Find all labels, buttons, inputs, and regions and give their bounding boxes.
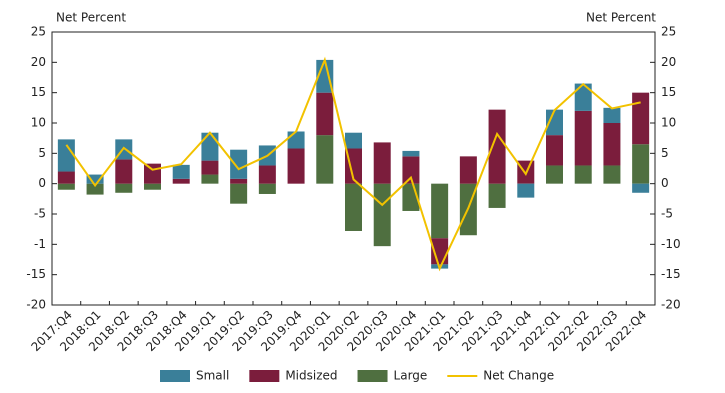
y2-tick-label: 5 [661,146,669,160]
legend-label: Net Change [483,369,554,383]
bar-segment [603,123,621,166]
bar-segment [488,183,506,208]
bar-segment [517,183,535,198]
legend-swatch [357,370,388,382]
bar-segment [402,150,420,157]
y2-tick-label: -15 [661,267,681,281]
y2-tick-label: -20 [661,298,681,312]
bar-segment [459,156,477,184]
bar-segment [258,183,276,194]
legend-swatch [249,370,280,382]
bar-segment [57,171,75,184]
bar-segment [201,174,219,184]
y2-tick-label: 15 [661,85,676,99]
bar-segment [373,142,391,184]
legend-label: Small [196,369,229,383]
y2-tick-label: 25 [661,25,676,39]
bar-segment [603,107,621,123]
y-axis-title: Net Percent [56,11,126,25]
legend-swatch [160,370,190,382]
y-tick-label: 20 [31,55,46,69]
bar-segment [57,139,75,172]
bar-segment [86,174,104,184]
bar-segment [115,183,133,193]
bar-segment [373,183,391,247]
y-tick-label: 25 [31,25,46,39]
y-tick-label: -1 [34,237,46,251]
bar-segment [488,109,506,184]
y-tick-label: -20 [26,298,46,312]
bar-segment [546,109,563,136]
y-tick-label: 15 [31,85,46,99]
bar-segment [57,183,75,190]
bar-segment [201,160,219,175]
bar-segment [431,183,449,239]
legend-label: Midsized [285,369,337,383]
bar-segment [172,178,190,184]
y-tick-label: -15 [26,267,46,281]
y-tick-label: 5 [38,146,46,160]
y2-tick-label: 0 [661,176,669,190]
bar-segment [316,92,334,136]
bar-segment [230,183,248,204]
y2-tick-label: -10 [661,237,681,251]
bar-segment [230,178,248,184]
legend-label: Large [394,369,428,383]
bar-segment [258,165,276,184]
bar-segment [574,165,592,184]
y-tick-label: 0 [38,176,46,190]
bar-segment [574,110,592,166]
bar-segment [632,92,650,145]
y2-tick-label: 10 [661,116,676,130]
y-tick-label: -5 [34,207,46,221]
y-tick-label: 10 [31,116,46,130]
bar-segment [345,148,362,184]
bar-segment [345,132,362,149]
bar-segment [144,183,161,190]
bar-segment [172,164,190,179]
bar-segment [603,165,621,184]
bar-segment [287,148,305,184]
net-line [65,56,641,272]
bar-segment [316,135,334,184]
bar-segment [402,156,420,184]
y2-tick-label: -5 [661,207,673,221]
bar-segment [345,183,362,231]
bar-segment [115,159,133,184]
bar-segment [632,183,650,193]
bar-segment [546,135,563,166]
bar-segment [287,131,305,149]
plot-frame [51,31,656,306]
bar-segment [86,183,104,195]
bar-segment [230,149,248,179]
y2-tick-label: 20 [661,55,676,69]
bar-segment [546,165,563,184]
bar-segment [201,132,219,161]
y2-axis-title: Net Percent [586,11,656,25]
bar-segment [144,163,161,184]
bar-segment [632,144,650,184]
bar-segment [574,83,592,111]
